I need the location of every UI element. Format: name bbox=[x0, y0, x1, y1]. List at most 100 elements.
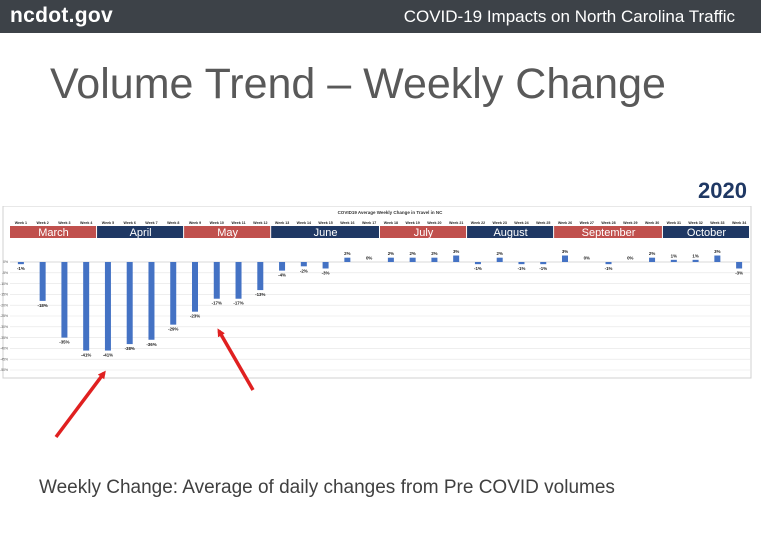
data-label: -13% bbox=[255, 292, 265, 297]
data-label: -1% bbox=[539, 266, 547, 271]
month-label: July bbox=[414, 227, 434, 239]
bar bbox=[192, 262, 198, 312]
week-label: Week 17 bbox=[362, 221, 376, 225]
bar bbox=[714, 255, 721, 262]
week-label: Week 7 bbox=[145, 221, 157, 225]
bar bbox=[235, 262, 242, 299]
header-title: COVID-19 Impacts on North Carolina Traff… bbox=[403, 7, 735, 26]
week-label: Week 5 bbox=[102, 221, 114, 225]
data-label: -4% bbox=[278, 273, 286, 278]
week-label: Week 33 bbox=[710, 221, 724, 225]
data-label: 2% bbox=[409, 251, 415, 256]
weekly-change-chart: COVID19 Average Weekly Change in Travel … bbox=[0, 206, 752, 379]
week-label: Week 25 bbox=[536, 221, 550, 225]
month-band bbox=[380, 226, 467, 238]
y-tick-label: -10% bbox=[0, 282, 8, 286]
slide-title: Volume Trend – Weekly Change bbox=[50, 60, 666, 108]
month-label: October bbox=[687, 227, 726, 239]
bar bbox=[562, 255, 568, 262]
y-tick-label: -5% bbox=[2, 271, 8, 275]
month-label: August bbox=[493, 227, 527, 239]
arrow-peak-decline bbox=[54, 370, 106, 439]
month-label: May bbox=[217, 227, 238, 239]
bar bbox=[605, 262, 612, 265]
data-label: 3% bbox=[453, 249, 459, 254]
week-label: Week 2 bbox=[36, 221, 48, 225]
data-label: 1% bbox=[692, 253, 698, 258]
bar bbox=[170, 262, 177, 325]
week-label: Week 12 bbox=[253, 221, 267, 225]
y-tick-label: -35% bbox=[0, 336, 8, 340]
week-label: Week 30 bbox=[645, 221, 659, 225]
data-label: -17% bbox=[212, 301, 222, 306]
month-band bbox=[467, 226, 554, 238]
bar bbox=[213, 262, 220, 299]
week-label: Week 26 bbox=[558, 221, 572, 225]
month-label: September bbox=[582, 227, 636, 239]
week-label: Week 32 bbox=[688, 221, 702, 225]
data-label: -17% bbox=[233, 301, 243, 306]
week-label: Week 24 bbox=[514, 221, 528, 225]
bar bbox=[387, 257, 394, 262]
bar bbox=[17, 262, 24, 265]
bar bbox=[692, 259, 699, 262]
bar bbox=[649, 257, 656, 262]
data-label: -2% bbox=[300, 268, 308, 273]
month-band bbox=[271, 226, 379, 238]
bar bbox=[453, 255, 460, 262]
bar bbox=[257, 262, 264, 291]
week-label: Week 11 bbox=[231, 221, 245, 225]
data-label: 2% bbox=[497, 251, 503, 256]
y-tick-label: -20% bbox=[0, 303, 8, 307]
week-label: Week 14 bbox=[297, 221, 311, 225]
week-label: Week 23 bbox=[493, 221, 507, 225]
bar bbox=[279, 262, 286, 271]
data-label: 3% bbox=[562, 249, 568, 254]
data-label: 2% bbox=[388, 251, 394, 256]
bar bbox=[540, 262, 547, 265]
y-tick-label: -45% bbox=[0, 357, 8, 361]
bar bbox=[61, 262, 68, 338]
data-label: 0% bbox=[366, 256, 372, 261]
bar bbox=[409, 257, 416, 262]
week-label: Week 9 bbox=[189, 221, 201, 225]
week-label: Week 6 bbox=[124, 221, 136, 225]
data-label: -1% bbox=[605, 266, 613, 271]
y-tick-label: -25% bbox=[0, 314, 8, 318]
data-label: -41% bbox=[81, 353, 91, 358]
week-label: Week 27 bbox=[580, 221, 594, 225]
data-label: -36% bbox=[146, 342, 156, 347]
month-label: June bbox=[314, 227, 338, 239]
month-label: March bbox=[38, 227, 69, 239]
data-label: -29% bbox=[168, 327, 178, 332]
data-label: -38% bbox=[125, 346, 135, 351]
y-tick-label: 0% bbox=[3, 260, 8, 264]
week-label: Week 1 bbox=[15, 221, 27, 225]
week-label: Week 3 bbox=[58, 221, 70, 225]
bar bbox=[431, 257, 438, 262]
week-label: Week 31 bbox=[667, 221, 681, 225]
ncdot-logo: ncdot.gov bbox=[10, 4, 114, 27]
bar bbox=[126, 262, 133, 345]
data-label: 2% bbox=[344, 251, 350, 256]
week-label: Week 16 bbox=[340, 221, 354, 225]
data-label: -1% bbox=[518, 266, 526, 271]
month-band bbox=[184, 226, 271, 238]
week-label: Week 4 bbox=[80, 221, 92, 225]
week-label: Week 13 bbox=[275, 221, 289, 225]
y-tick-label: -50% bbox=[0, 368, 8, 372]
data-label: 2% bbox=[649, 251, 655, 256]
data-label: -1% bbox=[474, 266, 482, 271]
bar bbox=[344, 257, 351, 262]
week-label: Week 18 bbox=[384, 221, 398, 225]
bar bbox=[670, 259, 677, 262]
y-tick-label: -15% bbox=[0, 293, 8, 297]
week-label: Week 22 bbox=[471, 221, 485, 225]
week-label: Week 8 bbox=[167, 221, 179, 225]
data-label: -23% bbox=[190, 314, 200, 319]
week-label: Week 20 bbox=[427, 221, 441, 225]
bar bbox=[496, 257, 503, 262]
week-label: Week 19 bbox=[405, 221, 419, 225]
y-tick-label: -40% bbox=[0, 347, 8, 351]
month-band bbox=[554, 226, 662, 238]
